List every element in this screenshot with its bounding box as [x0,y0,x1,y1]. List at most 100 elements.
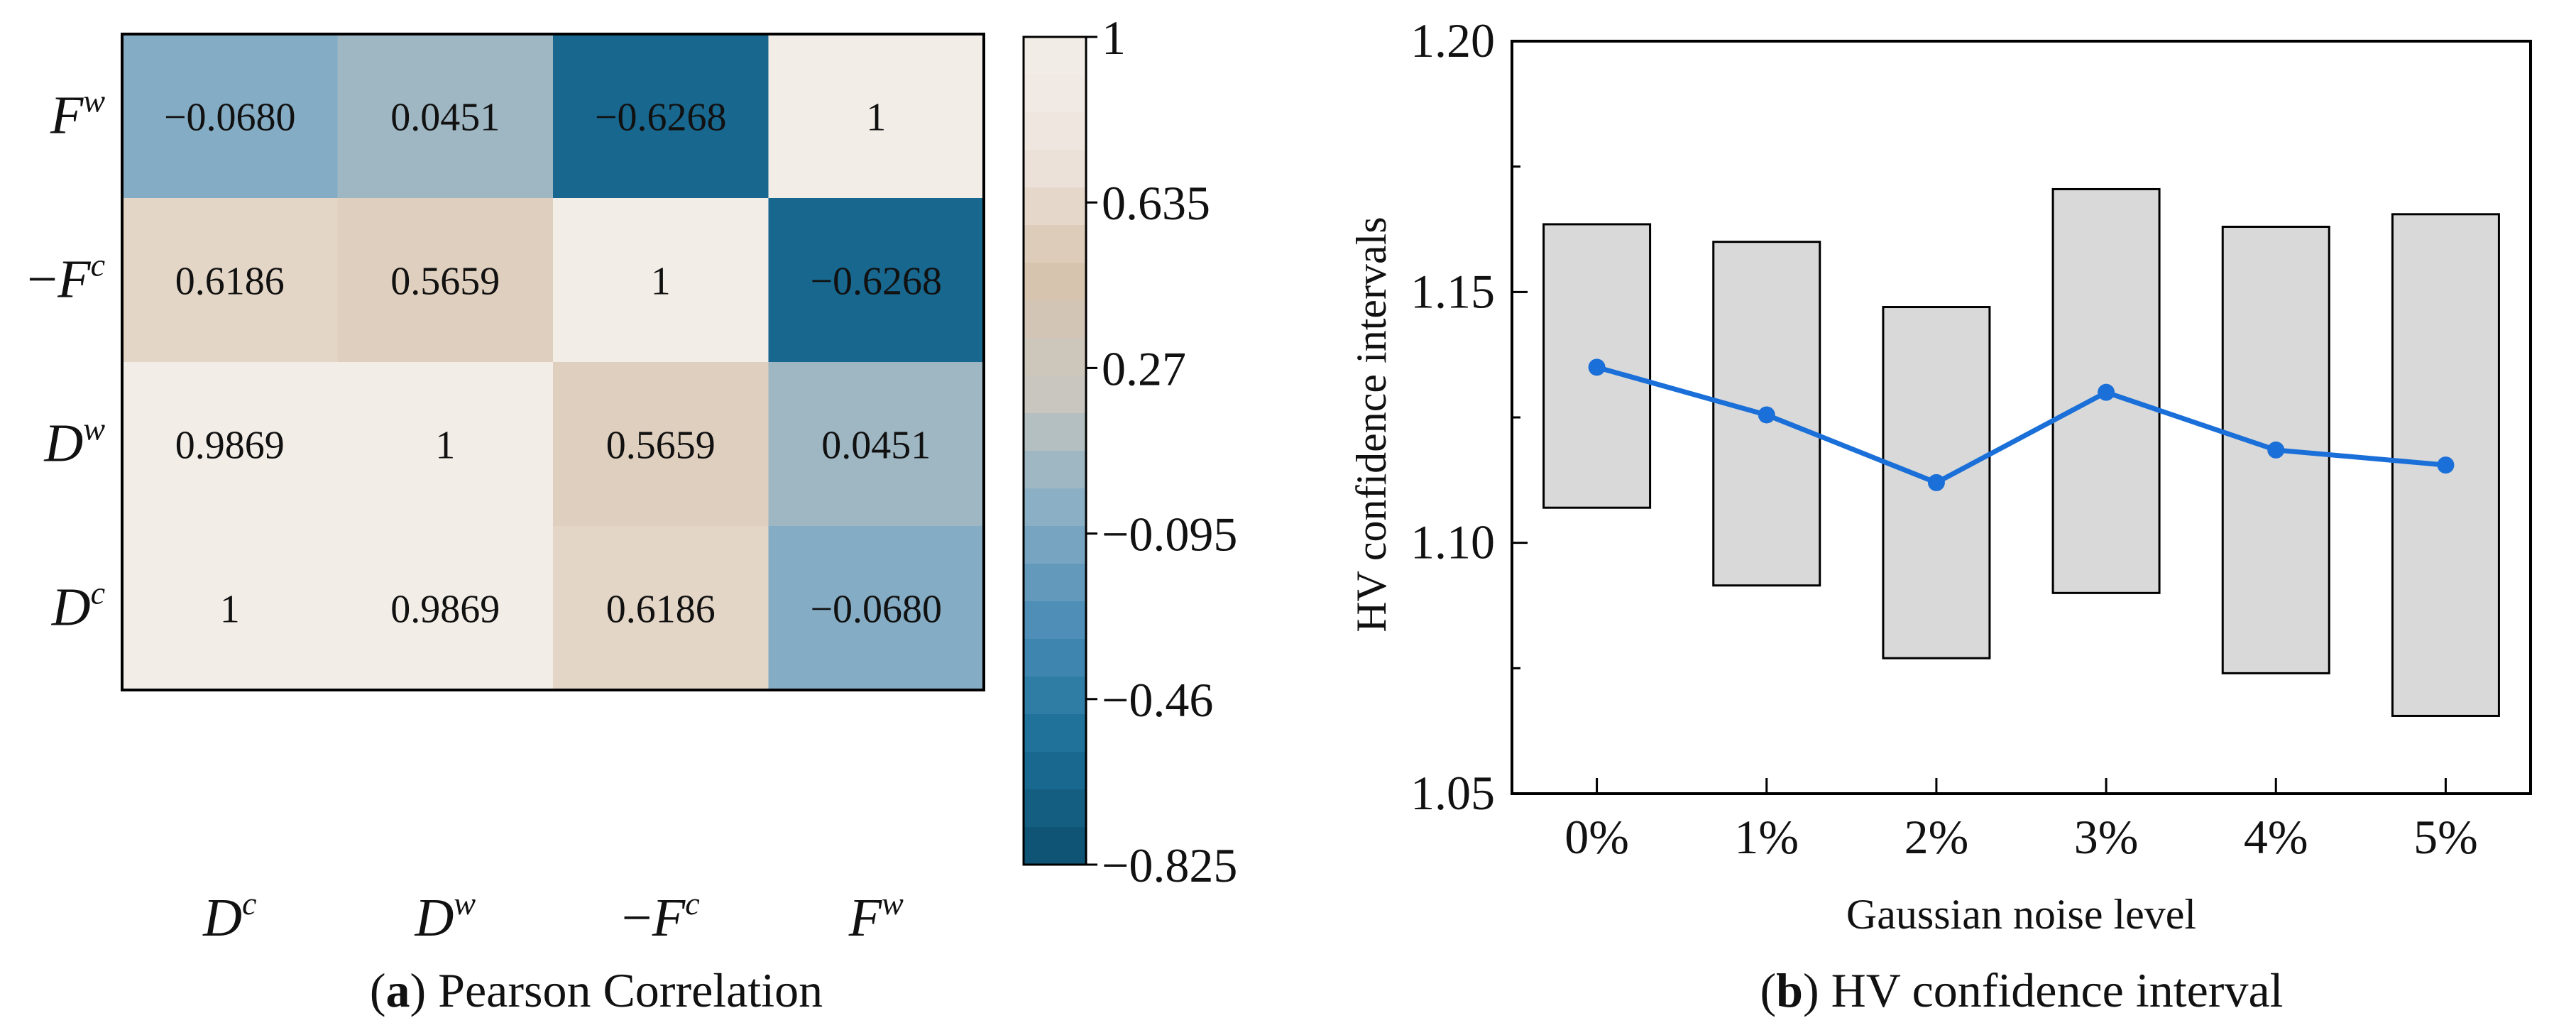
colorbar-segment [1024,338,1086,376]
colorbar-tick-label: 0.635 [1102,176,1210,230]
heatmap-cell [122,362,338,527]
x-tick-label: 1% [1734,810,1799,864]
heatmap-cell [768,198,985,363]
heatmap-y-label: Dw [43,411,105,473]
line-chart-panel: 1.05 1.10 1.15 1.20 0% 1% 2% 3% 4% 5% Gaussian noi… [1348,13,2532,938]
mean-point [2437,456,2455,474]
colorbar-tick-label: −0.825 [1102,838,1237,892]
y-axis-label: HV confidence intervals [1348,217,1395,632]
mean-point [2267,441,2285,459]
heatmap-cell [122,34,338,199]
caption-a-text: (a) Pearson Correlation [370,963,823,1017]
colorbar-tick-label: −0.46 [1102,673,1213,727]
colorbar-segment [1024,150,1086,188]
plot-frame [1511,40,2532,795]
heatmap-cell [122,526,338,691]
heatmap-x-label: Dc [202,885,256,948]
heatmap-x-label-symbol: F [848,888,883,948]
heatmap-x-label-superscript: c [685,885,699,921]
heatmap-y-label: Dc [51,575,105,637]
colorbar-tick-label: 0.27 [1102,341,1186,395]
heatmap-cell-value: −0.0680 [810,588,942,632]
heatmap-y-label-symbol: F [50,86,84,146]
heatmap-x-label: Dw [414,885,476,948]
heatmap-cell-value: 1 [651,260,671,304]
colorbar: 1 0.635 0.27 −0.095 −0.46 −0.825 [1022,11,1237,892]
colorbar-segment [1024,601,1086,640]
mean-point [1927,473,1945,491]
heatmap-cell-value: 0.9869 [175,424,285,468]
x-tick-label: 3% [2074,810,2139,864]
colorbar-segment [1024,564,1086,602]
heatmap-cell-value: −0.0680 [164,96,296,140]
caption-a: (a) Pearson Correlation [370,963,823,1017]
heatmap-cell [553,198,769,363]
colorbar-segment [1024,376,1086,414]
heatmap-cell-value: 0.9869 [390,588,500,632]
heatmap-border [121,33,985,691]
heatmap-cell [768,34,985,199]
colorbar-segment [1024,413,1086,451]
heatmap-x-label-superscript: c [242,885,256,921]
heatmap-cell [337,526,554,691]
x-tick-label: 4% [2244,810,2308,864]
heatmap-y-label-superscript: w [83,411,105,447]
x-axis-label: Gaussian noise level [1846,891,2196,938]
y-tick-label: 1.15 [1410,264,1495,318]
caption-b-text: (b) HV confidence interval [1760,963,2283,1017]
y-tick-label: 1.20 [1410,13,1495,67]
caption-b: (b) HV confidence interval [1760,963,2283,1017]
colorbar-segment [1024,827,1086,865]
heatmap-cell-value: 1 [220,588,240,632]
heatmap-cell [122,198,338,363]
mean-point [1758,406,1775,424]
colorbar-segment [1024,37,1086,75]
colorbar-segment [1024,263,1086,301]
heatmap-y-label-symbol: F [57,250,92,310]
colorbar-segment [1024,112,1086,150]
heatmap-x-label-symbol: D [414,888,454,948]
heatmap-cell-value: 1 [435,424,455,468]
x-tick-label: 2% [1904,810,1969,864]
x-tick-label: 0% [1564,810,1629,864]
heatmap-cell [337,362,554,527]
heatmap-x-label: −Fc [622,885,700,948]
heatmap-y-label-symbol: D [43,414,83,473]
heatmap-y-label-superscript: c [91,247,105,283]
heatmap-cell-value: 0.6186 [175,260,285,304]
mean-point [1588,358,1606,376]
mean-point [2098,383,2115,401]
heatmap-cell-value: −0.6268 [810,260,942,304]
heatmap-cell [553,362,769,527]
heatmap-cell-value: 0.0451 [821,424,931,468]
colorbar-segment [1024,488,1086,527]
y-tick-label: 1.10 [1410,515,1495,569]
heatmap-y-label: −Fc [27,247,105,310]
heatmap-cell-value: 0.5659 [390,260,500,304]
heatmap-cell [768,362,985,527]
colorbar-segment [1024,451,1086,489]
heatmap-x-label-symbol: D [202,888,242,948]
colorbar-tick-label: 1 [1102,11,1126,65]
colorbar-segment [1024,752,1086,790]
heatmap-y-label-symbol: D [51,578,91,637]
heatmap-cell [337,34,554,199]
colorbar-segment [1024,300,1086,339]
heatmap-panel: −0.0680 0.0451 −0.6268 1 0.6186 0.5659 1 −0.626… [27,33,985,948]
heatmap-cell [337,198,554,363]
heatmap-x-label-superscript: w [454,885,476,921]
heatmap-cell-value: 0.0451 [390,96,500,140]
colorbar-segment [1024,225,1086,263]
colorbar-segment [1024,714,1086,752]
x-tick-label: 5% [2413,810,2478,864]
colorbar-segment [1024,789,1086,828]
heatmap-cell-value: 1 [866,96,886,140]
heatmap-cell [768,526,985,691]
heatmap-x-label-superscript: w [882,885,904,921]
colorbar-tick-label: −0.095 [1102,508,1237,562]
heatmap-x-label: Fw [848,885,904,948]
mean-line [1596,364,2446,486]
heatmap-y-label: Fw [50,83,105,146]
colorbar-segment [1024,526,1086,564]
